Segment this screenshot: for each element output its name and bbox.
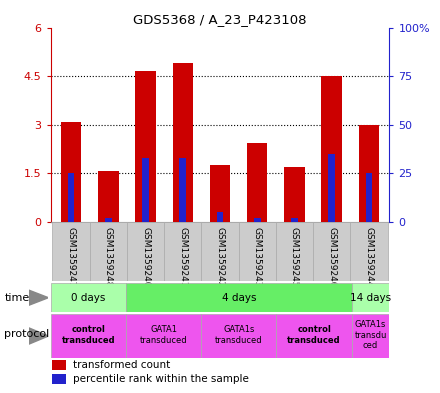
- Bar: [61, 121, 81, 222]
- Text: 4 days: 4 days: [222, 293, 256, 303]
- Polygon shape: [29, 328, 48, 344]
- Text: GSM1359242: GSM1359242: [216, 227, 224, 287]
- Bar: [247, 143, 268, 222]
- Bar: [313, 222, 350, 281]
- Bar: [105, 218, 112, 222]
- Text: GSM1359246: GSM1359246: [327, 227, 336, 287]
- Text: GATA1s
transdu
ced: GATA1s transdu ced: [354, 320, 387, 350]
- Bar: [350, 222, 388, 281]
- Bar: [136, 71, 156, 222]
- Bar: [291, 218, 298, 222]
- Bar: [210, 165, 230, 222]
- Bar: [126, 283, 352, 312]
- Text: control
transduced: control transduced: [62, 325, 115, 345]
- Text: GATA1s
transduced: GATA1s transduced: [215, 325, 263, 345]
- Bar: [90, 222, 127, 281]
- Text: 14 days: 14 days: [350, 293, 391, 303]
- Bar: [127, 222, 164, 281]
- Text: percentile rank within the sample: percentile rank within the sample: [73, 374, 249, 384]
- Text: protocol: protocol: [4, 329, 50, 339]
- Bar: [284, 167, 304, 222]
- Text: GATA1
transduced: GATA1 transduced: [140, 325, 187, 345]
- Text: transformed count: transformed count: [73, 360, 170, 370]
- Bar: [216, 212, 224, 222]
- Bar: [52, 374, 66, 384]
- Bar: [201, 314, 276, 358]
- Bar: [328, 154, 335, 222]
- Bar: [359, 125, 379, 222]
- Text: GSM1359244: GSM1359244: [364, 227, 374, 287]
- Text: GSM1359243: GSM1359243: [253, 227, 262, 287]
- Text: control
transduced: control transduced: [287, 325, 341, 345]
- Text: GSM1359241: GSM1359241: [178, 227, 187, 287]
- Text: GSM1359247: GSM1359247: [66, 227, 76, 287]
- Text: GSM1359248: GSM1359248: [104, 227, 113, 287]
- Bar: [51, 314, 126, 358]
- Bar: [164, 222, 202, 281]
- Bar: [352, 283, 389, 312]
- Bar: [142, 158, 149, 222]
- Bar: [52, 360, 66, 370]
- Text: GSM1359240: GSM1359240: [141, 227, 150, 287]
- Text: 0 days: 0 days: [71, 293, 106, 303]
- Bar: [202, 222, 238, 281]
- Bar: [180, 158, 186, 222]
- Bar: [238, 222, 276, 281]
- Bar: [276, 222, 313, 281]
- Bar: [68, 173, 74, 222]
- Bar: [126, 314, 201, 358]
- Bar: [98, 171, 118, 222]
- Bar: [276, 314, 352, 358]
- Bar: [52, 222, 90, 281]
- Title: GDS5368 / A_23_P423108: GDS5368 / A_23_P423108: [133, 13, 307, 26]
- Text: time: time: [4, 293, 29, 303]
- Bar: [366, 173, 372, 222]
- Polygon shape: [29, 290, 48, 305]
- Bar: [254, 218, 260, 222]
- Bar: [352, 314, 389, 358]
- Bar: [322, 76, 342, 222]
- Bar: [172, 63, 193, 222]
- Text: GSM1359245: GSM1359245: [290, 227, 299, 287]
- Bar: [51, 283, 126, 312]
